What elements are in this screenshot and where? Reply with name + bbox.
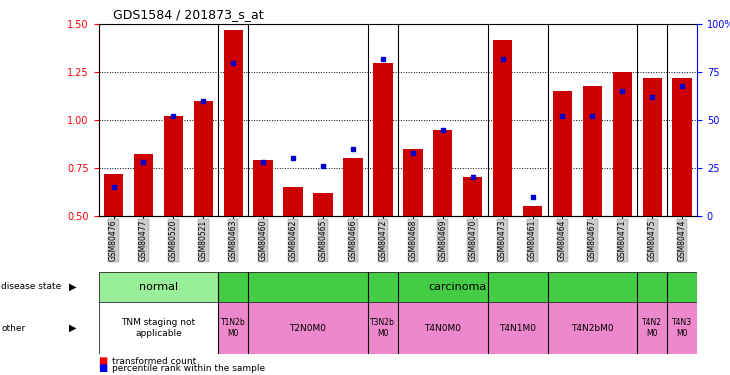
Bar [612,72,632,216]
Bar [99,302,218,354]
Bar [134,154,153,216]
Bar [368,302,398,354]
Bar [398,302,488,354]
Bar [164,116,183,216]
Bar [463,177,483,216]
Bar [343,158,363,216]
Bar [403,149,423,216]
Bar [218,302,248,354]
Bar [99,272,218,302]
Text: ▶: ▶ [69,282,77,292]
Bar [672,78,692,216]
Text: ▶: ▶ [69,323,77,333]
Bar [553,92,572,216]
Bar [104,174,123,216]
Text: percentile rank within the sample: percentile rank within the sample [112,364,265,373]
Text: other: other [1,324,26,333]
Bar [283,187,303,216]
Text: GDS1584 / 201873_s_at: GDS1584 / 201873_s_at [113,8,264,21]
Bar [218,272,697,302]
Text: T4N1M0: T4N1M0 [499,324,536,333]
Bar [488,302,548,354]
Bar [548,302,637,354]
Bar [523,206,542,216]
Bar [373,63,393,216]
Text: T4N2
M0: T4N2 M0 [642,318,662,338]
Bar [248,302,368,354]
Text: T4N0M0: T4N0M0 [424,324,461,333]
Bar [223,30,243,216]
Text: ■: ■ [99,356,108,366]
Text: carcinoma: carcinoma [429,282,487,292]
Text: transformed count: transformed count [112,357,196,366]
Text: TNM staging not
applicable: TNM staging not applicable [121,318,196,338]
Text: T4N2bM0: T4N2bM0 [571,324,614,333]
Text: ■: ■ [99,363,108,373]
Bar [433,130,453,216]
Bar [253,160,273,216]
Bar [667,302,697,354]
Text: normal: normal [139,282,178,292]
Text: T4N3
M0: T4N3 M0 [672,318,692,338]
Bar [313,193,333,216]
Bar [583,86,602,216]
Text: T3N2b
M0: T3N2b M0 [370,318,396,338]
Bar [193,101,213,216]
Text: T1N2b
M0: T1N2b M0 [221,318,245,338]
Bar [493,40,512,216]
Bar [637,302,667,354]
Text: disease state: disease state [1,282,62,291]
Bar [642,78,662,216]
Text: T2N0M0: T2N0M0 [290,324,326,333]
